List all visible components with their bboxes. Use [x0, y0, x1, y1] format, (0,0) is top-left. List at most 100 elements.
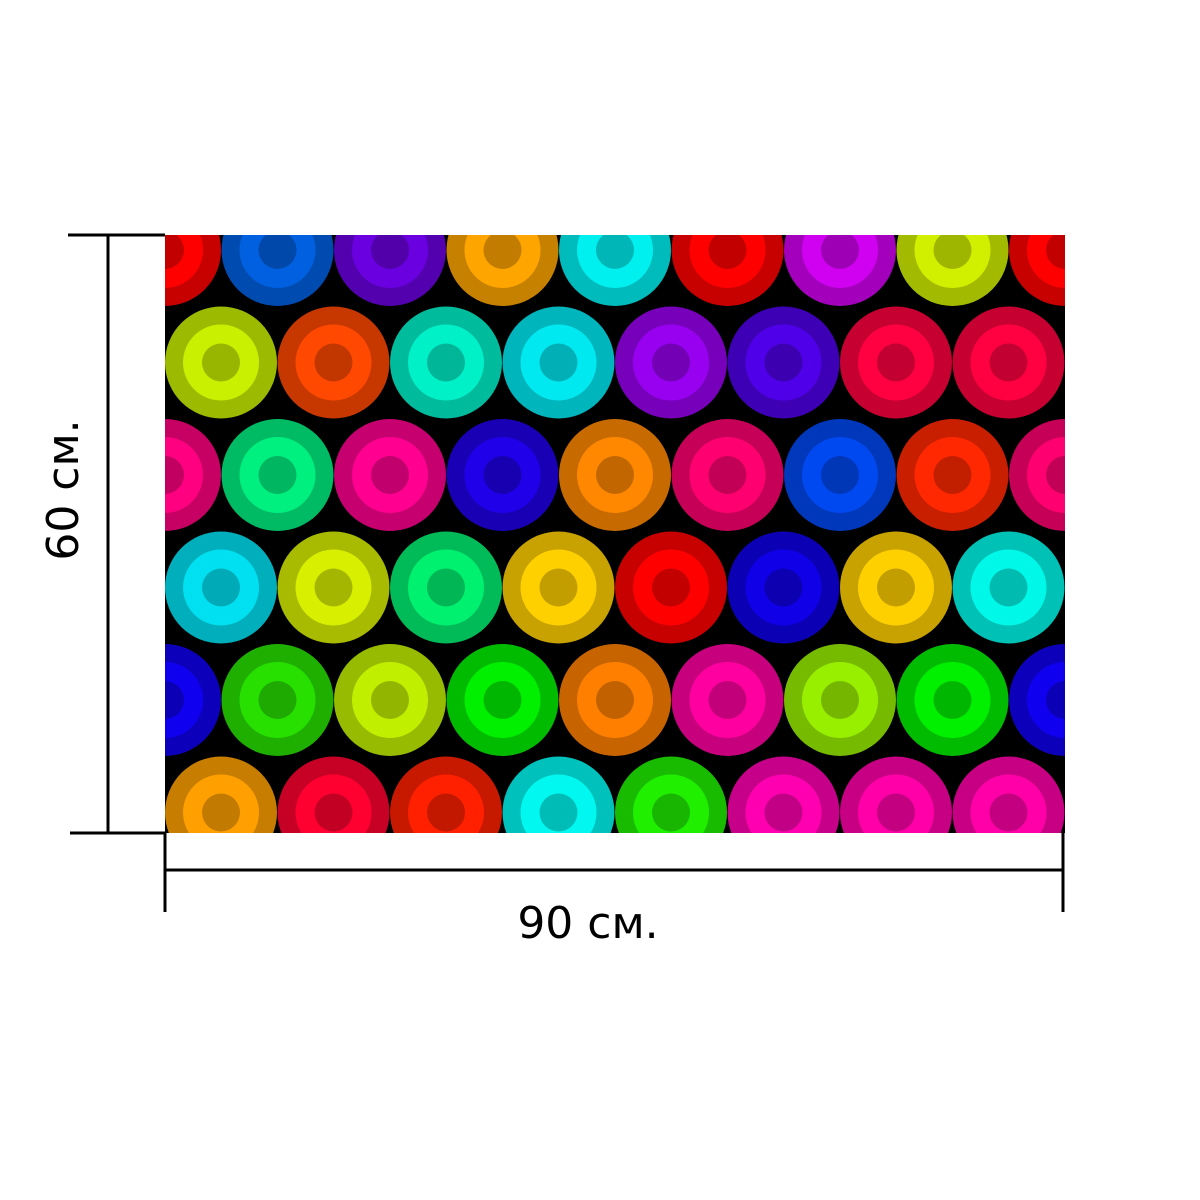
circle-center: [933, 681, 972, 719]
concentric-circle: [840, 306, 952, 419]
circle-center: [821, 235, 859, 269]
concentric-circle: [727, 756, 840, 833]
circle-center: [539, 343, 578, 382]
circle-center: [764, 793, 803, 832]
concentric-circle: [1009, 419, 1065, 531]
concentric-circle: [784, 644, 896, 756]
circle-center: [652, 568, 690, 607]
circle-center: [764, 343, 803, 382]
concentric-circle: [165, 756, 277, 833]
circle-center: [258, 681, 297, 719]
concentric-circle: [390, 306, 502, 419]
circle-center: [202, 793, 240, 832]
circle-center: [539, 793, 578, 832]
concentric-circle: [334, 644, 446, 756]
circle-center: [371, 681, 409, 719]
concentric-circle: [165, 419, 221, 531]
concentric-circle: [615, 306, 727, 419]
concentric-circle: [896, 235, 1009, 306]
concentric-circle: [221, 419, 334, 531]
circle-center: [821, 681, 859, 719]
concentric-circle: [559, 644, 671, 756]
circle-center: [989, 793, 1028, 832]
circle-center: [652, 343, 690, 382]
concentric-circle: [221, 235, 334, 306]
circle-center: [258, 235, 297, 269]
concentric-circle: [671, 419, 784, 531]
circle-center: [202, 568, 240, 607]
concentric-circle: [334, 235, 446, 306]
concentric-circle: [390, 756, 502, 833]
concentric-circle: [446, 419, 559, 531]
concentric-circle: [446, 235, 559, 306]
circle-center: [427, 793, 465, 832]
concentric-circle: [559, 419, 671, 531]
concentric-circle: [671, 644, 784, 756]
circle-center: [314, 343, 353, 382]
circle-center: [596, 456, 634, 494]
circle-center: [764, 568, 803, 607]
concentric-circle: [502, 306, 615, 419]
concentric-circle: [277, 756, 390, 833]
concentric-circle: [277, 531, 390, 644]
circle-center: [933, 235, 972, 269]
circle-center: [877, 568, 915, 607]
circle-center: [371, 456, 409, 494]
concentric-circle: [446, 644, 559, 756]
concentric-circle: [952, 306, 1065, 419]
circle-center: [1046, 235, 1065, 269]
concentric-circle: [165, 235, 221, 306]
concentric-circle: [784, 419, 896, 531]
circle-center: [877, 343, 915, 382]
concentric-circle: [277, 306, 390, 419]
concentric-circle: [615, 531, 727, 644]
circle-center: [427, 343, 465, 382]
concentric-circles-pattern: [165, 235, 1065, 833]
concentric-circle: [615, 756, 727, 833]
concentric-circle: [896, 419, 1009, 531]
circle-center: [933, 456, 972, 494]
circle-center: [596, 681, 634, 719]
circle-center: [708, 235, 747, 269]
concentric-circle: [559, 235, 671, 306]
circle-center: [165, 681, 184, 719]
circle-center: [708, 681, 747, 719]
concentric-circle: [390, 531, 502, 644]
circle-center: [652, 793, 690, 832]
circle-center: [596, 235, 634, 269]
concentric-circle: [334, 419, 446, 531]
circle-center: [1046, 456, 1065, 494]
circle-center: [483, 456, 522, 494]
concentric-circle: [840, 756, 952, 833]
circle-center: [258, 456, 297, 494]
circle-center: [427, 568, 465, 607]
concentric-circle: [502, 756, 615, 833]
circle-center: [202, 343, 240, 382]
concentric-circle: [502, 531, 615, 644]
concentric-circle: [727, 306, 840, 419]
circle-center: [989, 568, 1028, 607]
concentric-circle: [671, 235, 784, 306]
circle-center: [708, 456, 747, 494]
circle-center: [165, 235, 184, 269]
width-label: 90 см.: [517, 898, 658, 949]
concentric-circle: [1009, 235, 1065, 306]
concentric-circle: [784, 235, 896, 306]
circle-center: [821, 456, 859, 494]
concentric-circle: [952, 756, 1065, 833]
height-dimension: [68, 233, 165, 835]
concentric-circle: [165, 306, 277, 419]
circle-center: [165, 456, 184, 494]
circle-center: [314, 568, 353, 607]
circle-center: [877, 793, 915, 832]
concentric-circle: [165, 531, 277, 644]
circle-center: [371, 235, 409, 269]
circle-center: [539, 568, 578, 607]
concentric-circle: [1009, 644, 1065, 756]
pattern-panel: [165, 235, 1065, 833]
height-label: 60 см.: [38, 419, 89, 560]
circle-center: [989, 343, 1028, 382]
circle-center: [1046, 681, 1065, 719]
concentric-circle: [952, 531, 1065, 644]
